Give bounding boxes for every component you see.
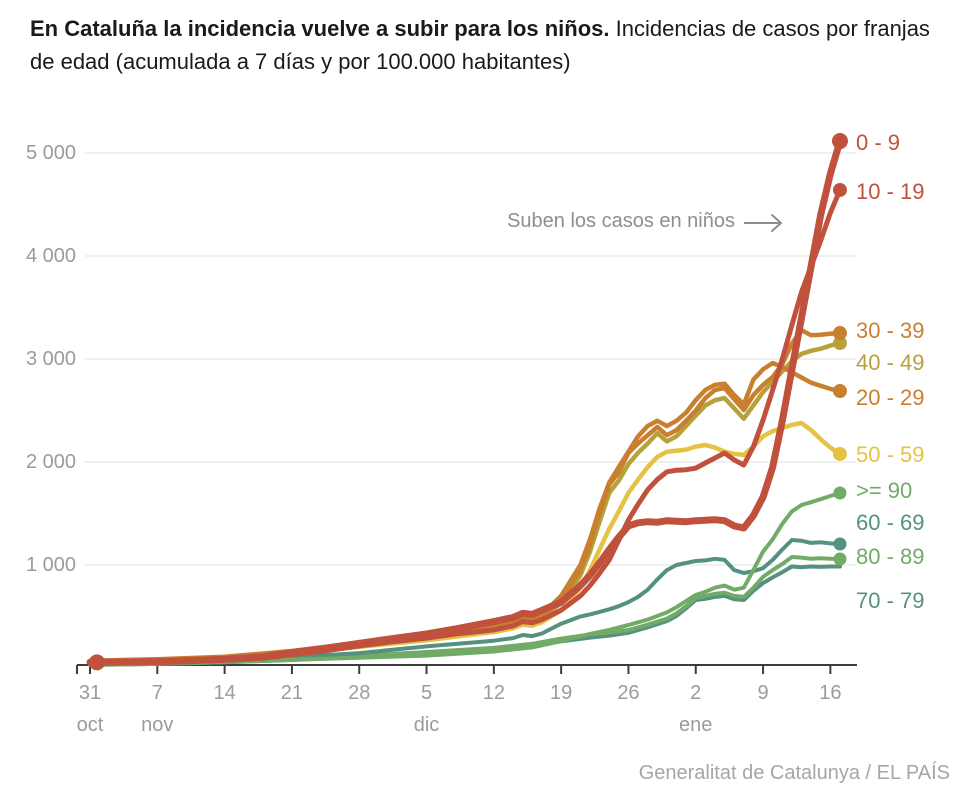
y-axis-label: 4 000 — [25, 245, 76, 267]
x-axis-tick-label: 9 — [757, 682, 769, 704]
series-end-dot-30-39 — [832, 326, 847, 341]
x-axis-tick-label: 7 — [151, 682, 163, 704]
chart-subtitle: Incidencias de casos por franjas de edad… — [30, 16, 930, 74]
series-end-dot-0-9 — [831, 133, 848, 150]
annotation-text: Suben los casos en niños — [507, 210, 735, 232]
y-axis-label: 2 000 — [25, 451, 76, 473]
legend-label-10-19: 10 - 19 — [856, 179, 925, 204]
x-axis-tick-label: 16 — [819, 682, 842, 704]
x-axis-tick-label: 28 — [348, 682, 371, 704]
legend-label-80-89: 80 - 89 — [856, 544, 925, 569]
legend-label-40-49: 40 - 49 — [856, 350, 925, 375]
series-end-dot-40-49 — [832, 336, 847, 351]
x-axis-tick-label: 12 — [482, 682, 505, 704]
x-axis-tick-label: 19 — [550, 682, 573, 704]
series-end-dot-90 — [833, 486, 847, 500]
y-axis-label: 5 000 — [25, 142, 76, 164]
series-line-60-69 — [88, 538, 842, 666]
y-axis-label: 1 000 — [25, 554, 76, 576]
legend-label-90: >= 90 — [856, 478, 913, 503]
series-end-dot-10-19 — [832, 182, 847, 197]
series-line-20-29 — [87, 360, 843, 664]
x-axis-month-label: nov — [141, 714, 174, 736]
x-axis-month-label: oct — [76, 714, 104, 736]
series-end-dot-20-29 — [832, 384, 847, 399]
x-axis-month-label: dic — [413, 714, 440, 736]
legend-label-70-79: 70 - 79 — [856, 588, 925, 613]
x-axis-tick-label: 26 — [617, 682, 640, 704]
series-line-0-9 — [86, 137, 844, 666]
series-line-90 — [88, 491, 842, 667]
series-end-dot-80-89 — [833, 552, 847, 566]
series-start-dot-0-9 — [89, 654, 105, 671]
legend-label-0-9: 0 - 9 — [856, 130, 901, 155]
right-arrow-icon — [771, 214, 782, 232]
legend-label-20-29: 20 - 29 — [856, 385, 925, 410]
y-axis-label: 3 000 — [25, 348, 76, 370]
x-axis-tick-label: 2 — [690, 682, 702, 704]
chart-title: En Cataluña la incidencia vuelve a subir… — [30, 12, 946, 78]
legend-label-60-69: 60 - 69 — [856, 510, 925, 535]
series-end-dot-50-59 — [832, 446, 847, 461]
chart-title-bold: En Cataluña la incidencia vuelve a subir… — [30, 16, 610, 41]
legend-label-50-59: 50 - 59 — [856, 442, 925, 467]
x-axis-tick-label: 31 — [78, 682, 102, 704]
x-axis-tick-label: 14 — [213, 682, 236, 704]
source-credit: Generalitat de Catalunya / EL PAÍS — [638, 762, 950, 784]
series-line-80-89 — [88, 555, 842, 667]
x-axis-tick-label: 5 — [420, 682, 433, 704]
series-end-dot-60-69 — [833, 537, 847, 551]
x-axis-month-label: ene — [679, 714, 713, 736]
series-line-30-39 — [87, 327, 843, 664]
legend-label-30-39: 30 - 39 — [856, 318, 925, 343]
x-axis-tick-label: 21 — [280, 682, 304, 704]
